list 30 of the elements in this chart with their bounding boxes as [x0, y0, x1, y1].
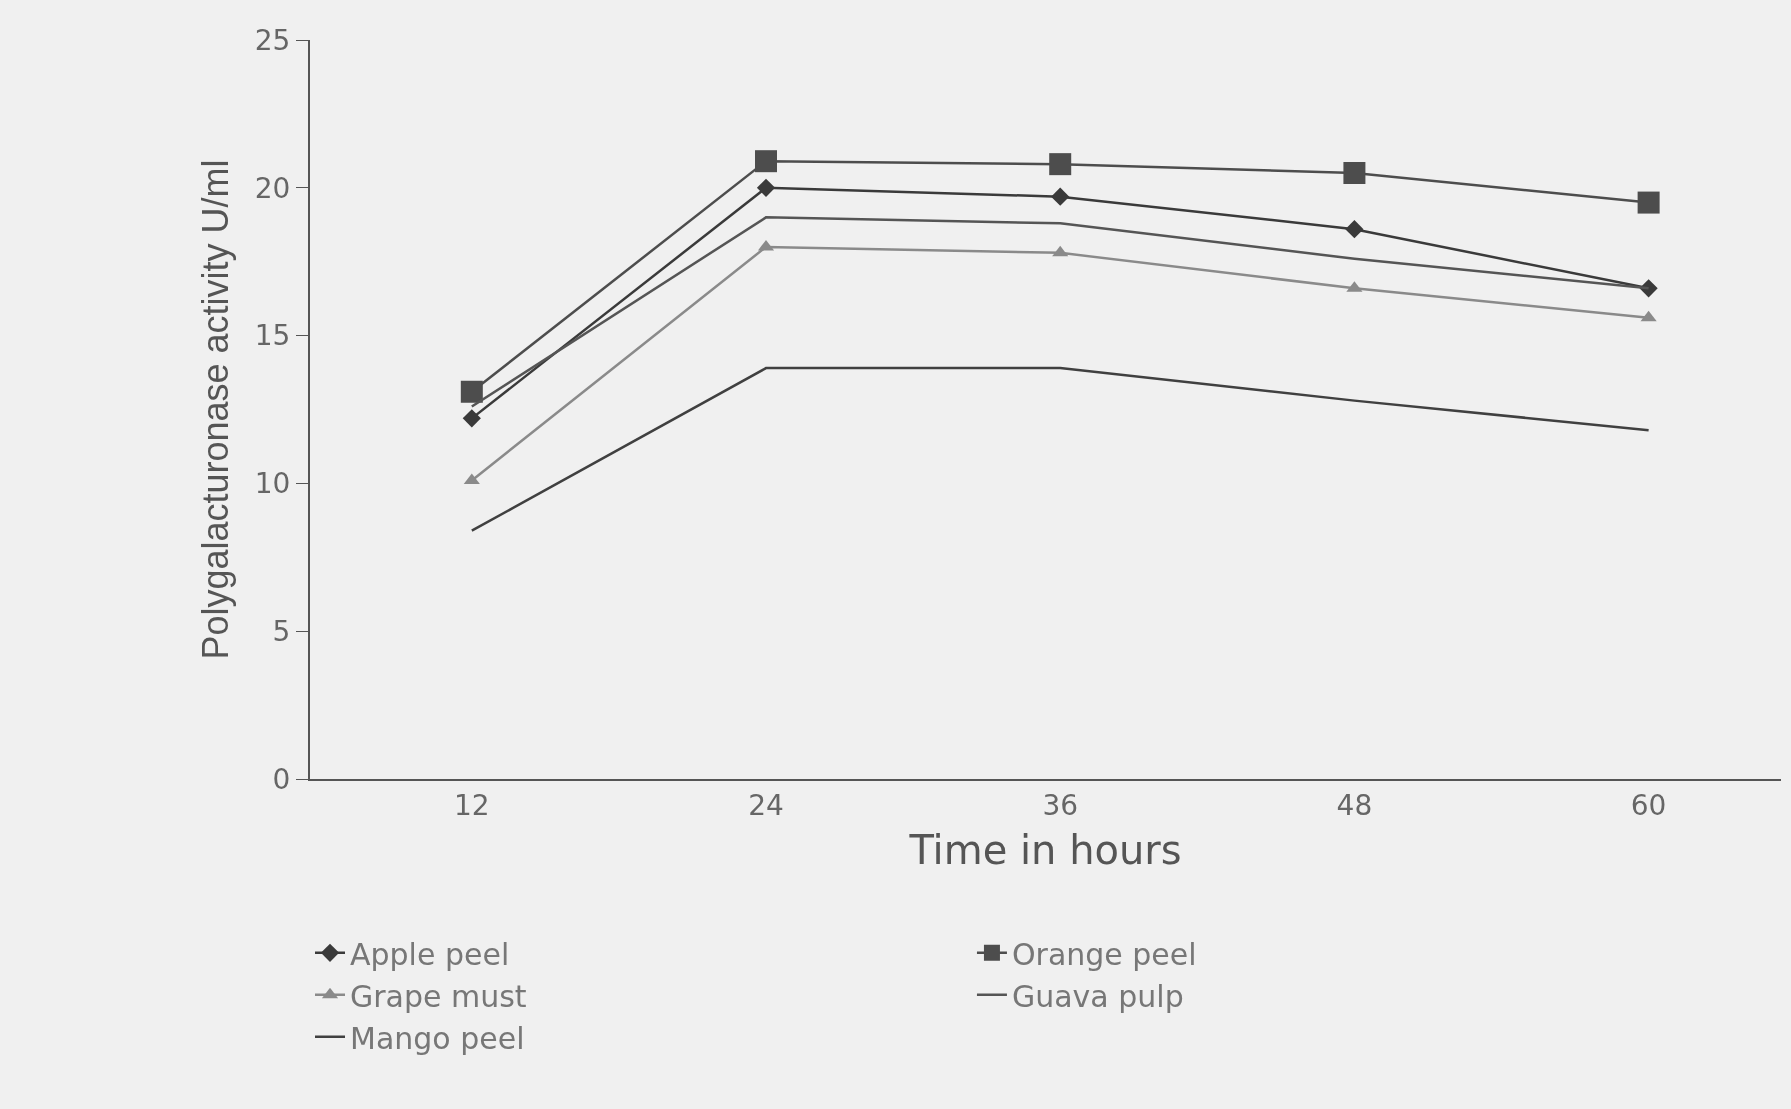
- point: [1051, 187, 1070, 206]
- legend-label: Guava pulp: [1011, 978, 1184, 1014]
- legend-label: Apple peel: [350, 936, 510, 972]
- point: [1343, 162, 1366, 185]
- x-tick-label: 36: [1042, 788, 1079, 822]
- y-tick-label: 5: [272, 615, 291, 648]
- point: [462, 409, 481, 428]
- point: [1637, 191, 1660, 214]
- point: [755, 150, 778, 173]
- legend-label: Grape must: [350, 978, 527, 1014]
- y-axis-title: Polygalacturonase activity U/ml: [195, 159, 237, 660]
- line-series: [470, 366, 1650, 532]
- legend-label: Mango peel: [350, 1020, 525, 1056]
- y-tick-label: 15: [254, 319, 291, 353]
- x-axis-title: Time in hours: [908, 826, 1182, 873]
- x-tick-label: 12: [453, 788, 490, 822]
- point: [1640, 310, 1657, 322]
- y-tick-label: 10: [254, 467, 291, 501]
- point: [460, 380, 483, 403]
- x-tick-label: 24: [748, 788, 784, 822]
- x-tick-label: 60: [1630, 788, 1667, 822]
- point: [1345, 220, 1364, 239]
- point: [1052, 245, 1069, 257]
- x-tick-label: 48: [1336, 788, 1373, 822]
- y-tick-label: 25: [254, 23, 291, 57]
- y-tick-label: 0: [272, 762, 291, 796]
- point: [756, 178, 776, 197]
- point: [1049, 153, 1072, 176]
- y-tick-label: 20: [254, 171, 291, 205]
- legend-label: Orange peel: [1011, 936, 1197, 972]
